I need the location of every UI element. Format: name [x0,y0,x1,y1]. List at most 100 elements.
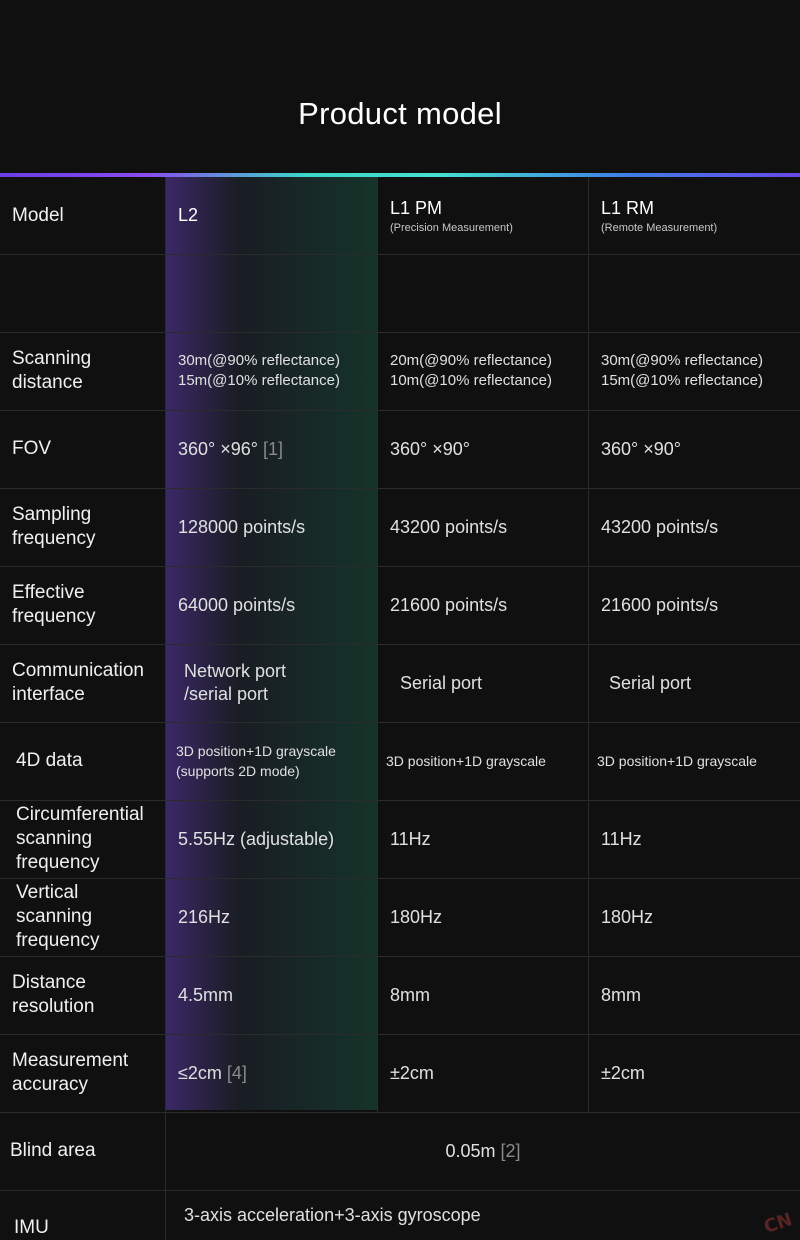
label-line: scanning [16,906,93,927]
value-text: 21600 points/s [601,594,719,615]
l1pm-value-cell: ±2cm [377,1034,588,1112]
value-text: 360° ×90° [390,438,470,459]
row-label: FOV [0,410,165,488]
accent-gradient-line [0,173,800,177]
header-l1pm-cell: L1 PM (Precision Measurement) [377,177,588,254]
l1pm-value-cell: Serial port [377,644,588,722]
value-text: 128000 points/s [178,516,306,537]
table-row: 4D data 3D position+1D grayscale (suppor… [0,722,800,801]
l2-value-cell: 3D position+1D grayscale (supports 2D mo… [165,722,377,800]
value-text: 4.5mm [178,984,234,1005]
l2-value-cell: 216Hz [165,878,377,956]
table-row: FOV 360° ×96° [1] 360° ×90° 360° ×90° [0,410,800,489]
l2-value-cell: 5.55Hz (adjustable) [165,800,377,878]
model-l1rm: L1 RM [601,198,655,218]
l2-value-cell: Network port /serial port [165,644,377,722]
value-text: 3D position+1D grayscale [597,753,757,769]
value-text: 21600 points/s [390,594,508,615]
value-line: 10m(@10% reflectance) [390,372,552,389]
value-text: 11Hz [390,828,431,849]
header-label-cell: Model [0,177,165,254]
footnote-ref: [2] [500,1140,521,1161]
model-l1pm-sub: (Precision Measurement) [390,222,513,234]
label-line: accuracy [12,1074,89,1095]
label-line: Distance [12,972,86,993]
image-row [0,254,800,333]
row-label: Vertical scanning frequency [0,878,165,956]
l1rm-value-cell: 8mm [588,956,800,1034]
label-line: Blind area [10,1140,96,1161]
label-line: 4D data [16,750,83,771]
l1pm-value-cell: 43200 points/s [377,488,588,566]
image-label-cell [0,254,165,332]
label-line: Vertical [16,882,79,903]
value-line: 15m(@10% reflectance) [601,372,763,389]
l1rm-value-cell: 21600 points/s [588,566,800,644]
header-l2-cell: L2 [165,177,377,254]
l1pm-value-cell: 11Hz [377,800,588,878]
l1pm-value-cell: 360° ×90° [377,410,588,488]
label-line: FOV [12,438,52,459]
l1rm-value-cell: 43200 points/s [588,488,800,566]
value-text: Serial port [609,672,692,693]
table-row: Circumferential scanning frequency 5.55H… [0,800,800,879]
l1pm-value-cell: 20m(@90% reflectance) 10m(@10% reflectan… [377,332,588,410]
l1rm-value-cell: 180Hz [588,878,800,956]
value-line: 30m(@90% reflectance) [178,352,340,369]
label-line: frequency [12,528,96,549]
l2-value-cell: 64000 points/s [165,566,377,644]
l1rm-value-cell: 30m(@90% reflectance) 15m(@10% reflectan… [588,332,800,410]
value-text: 0.05m [445,1140,496,1161]
value-line: (supports 2D mode) [176,763,300,779]
row-label: Sampling frequency [0,488,165,566]
row-label: IMU [0,1190,165,1240]
value-line: /serial port [184,684,269,704]
value-text: 360° ×96° [178,438,258,459]
label-line: frequency [16,852,100,873]
footnote-ref: [4] [226,1062,247,1083]
label-line: Effective [12,582,85,603]
table-row: Communication interface Network port /se… [0,644,800,723]
row-label: Scanning distance [0,332,165,410]
value-line: Network port [184,661,287,681]
value-text: 180Hz [601,906,654,927]
label-line: Scanning [12,348,92,369]
value-text: 216Hz [178,906,231,927]
table-row: Vertical scanning frequency 216Hz 180Hz … [0,878,800,957]
l1rm-value-cell: 3D position+1D grayscale [588,722,800,800]
value-text: 3D position+1D grayscale [386,753,546,769]
l1pm-value-cell: 3D position+1D grayscale [377,722,588,800]
table-row: Blind area 0.05m [2] [0,1112,800,1191]
value-text: 11Hz [601,828,642,849]
l1rm-value-cell: 360° ×90° [588,410,800,488]
table-row: Effective frequency 64000 points/s 21600… [0,566,800,645]
label-line: IMU [14,1217,49,1238]
l1pm-value-cell: 180Hz [377,878,588,956]
value-text: ≤2cm [178,1062,222,1083]
label-line: Circumferential [16,804,144,825]
l1rm-value-cell: 11Hz [588,800,800,878]
row-label: Communication interface [0,644,165,722]
header-row: Model L2 L1 PM (Precision Measurement) L… [0,177,800,255]
value-line: 15m(@10% reflectance) [178,372,340,389]
image-l2-cell [165,254,377,332]
image-l1rm-cell [588,254,800,332]
l1rm-value-cell: ±2cm [588,1034,800,1112]
l2-value-cell: 360° ×96° [1] [165,410,377,488]
model-l1rm-sub: (Remote Measurement) [601,222,718,234]
label-line: frequency [16,930,100,951]
header-label: Model [12,204,64,226]
value-text: 43200 points/s [390,516,508,537]
value-text: ±2cm [601,1062,645,1083]
value-text: ±2cm [390,1062,434,1083]
value-text: 3-axis acceleration+3-axis gyroscope [184,1204,481,1225]
label-line: resolution [12,996,95,1017]
table-row: Scanning distance 30m(@90% reflectance) … [0,332,800,411]
row-label: Effective frequency [0,566,165,644]
l2-value-cell: 30m(@90% reflectance) 15m(@10% reflectan… [165,332,377,410]
table-row: Sampling frequency 128000 points/s 43200… [0,488,800,567]
l1pm-value-cell: 8mm [377,956,588,1034]
value-line: 3D position+1D grayscale [176,743,336,759]
value-text: 360° ×90° [601,438,681,459]
value-text: Serial port [400,672,483,693]
